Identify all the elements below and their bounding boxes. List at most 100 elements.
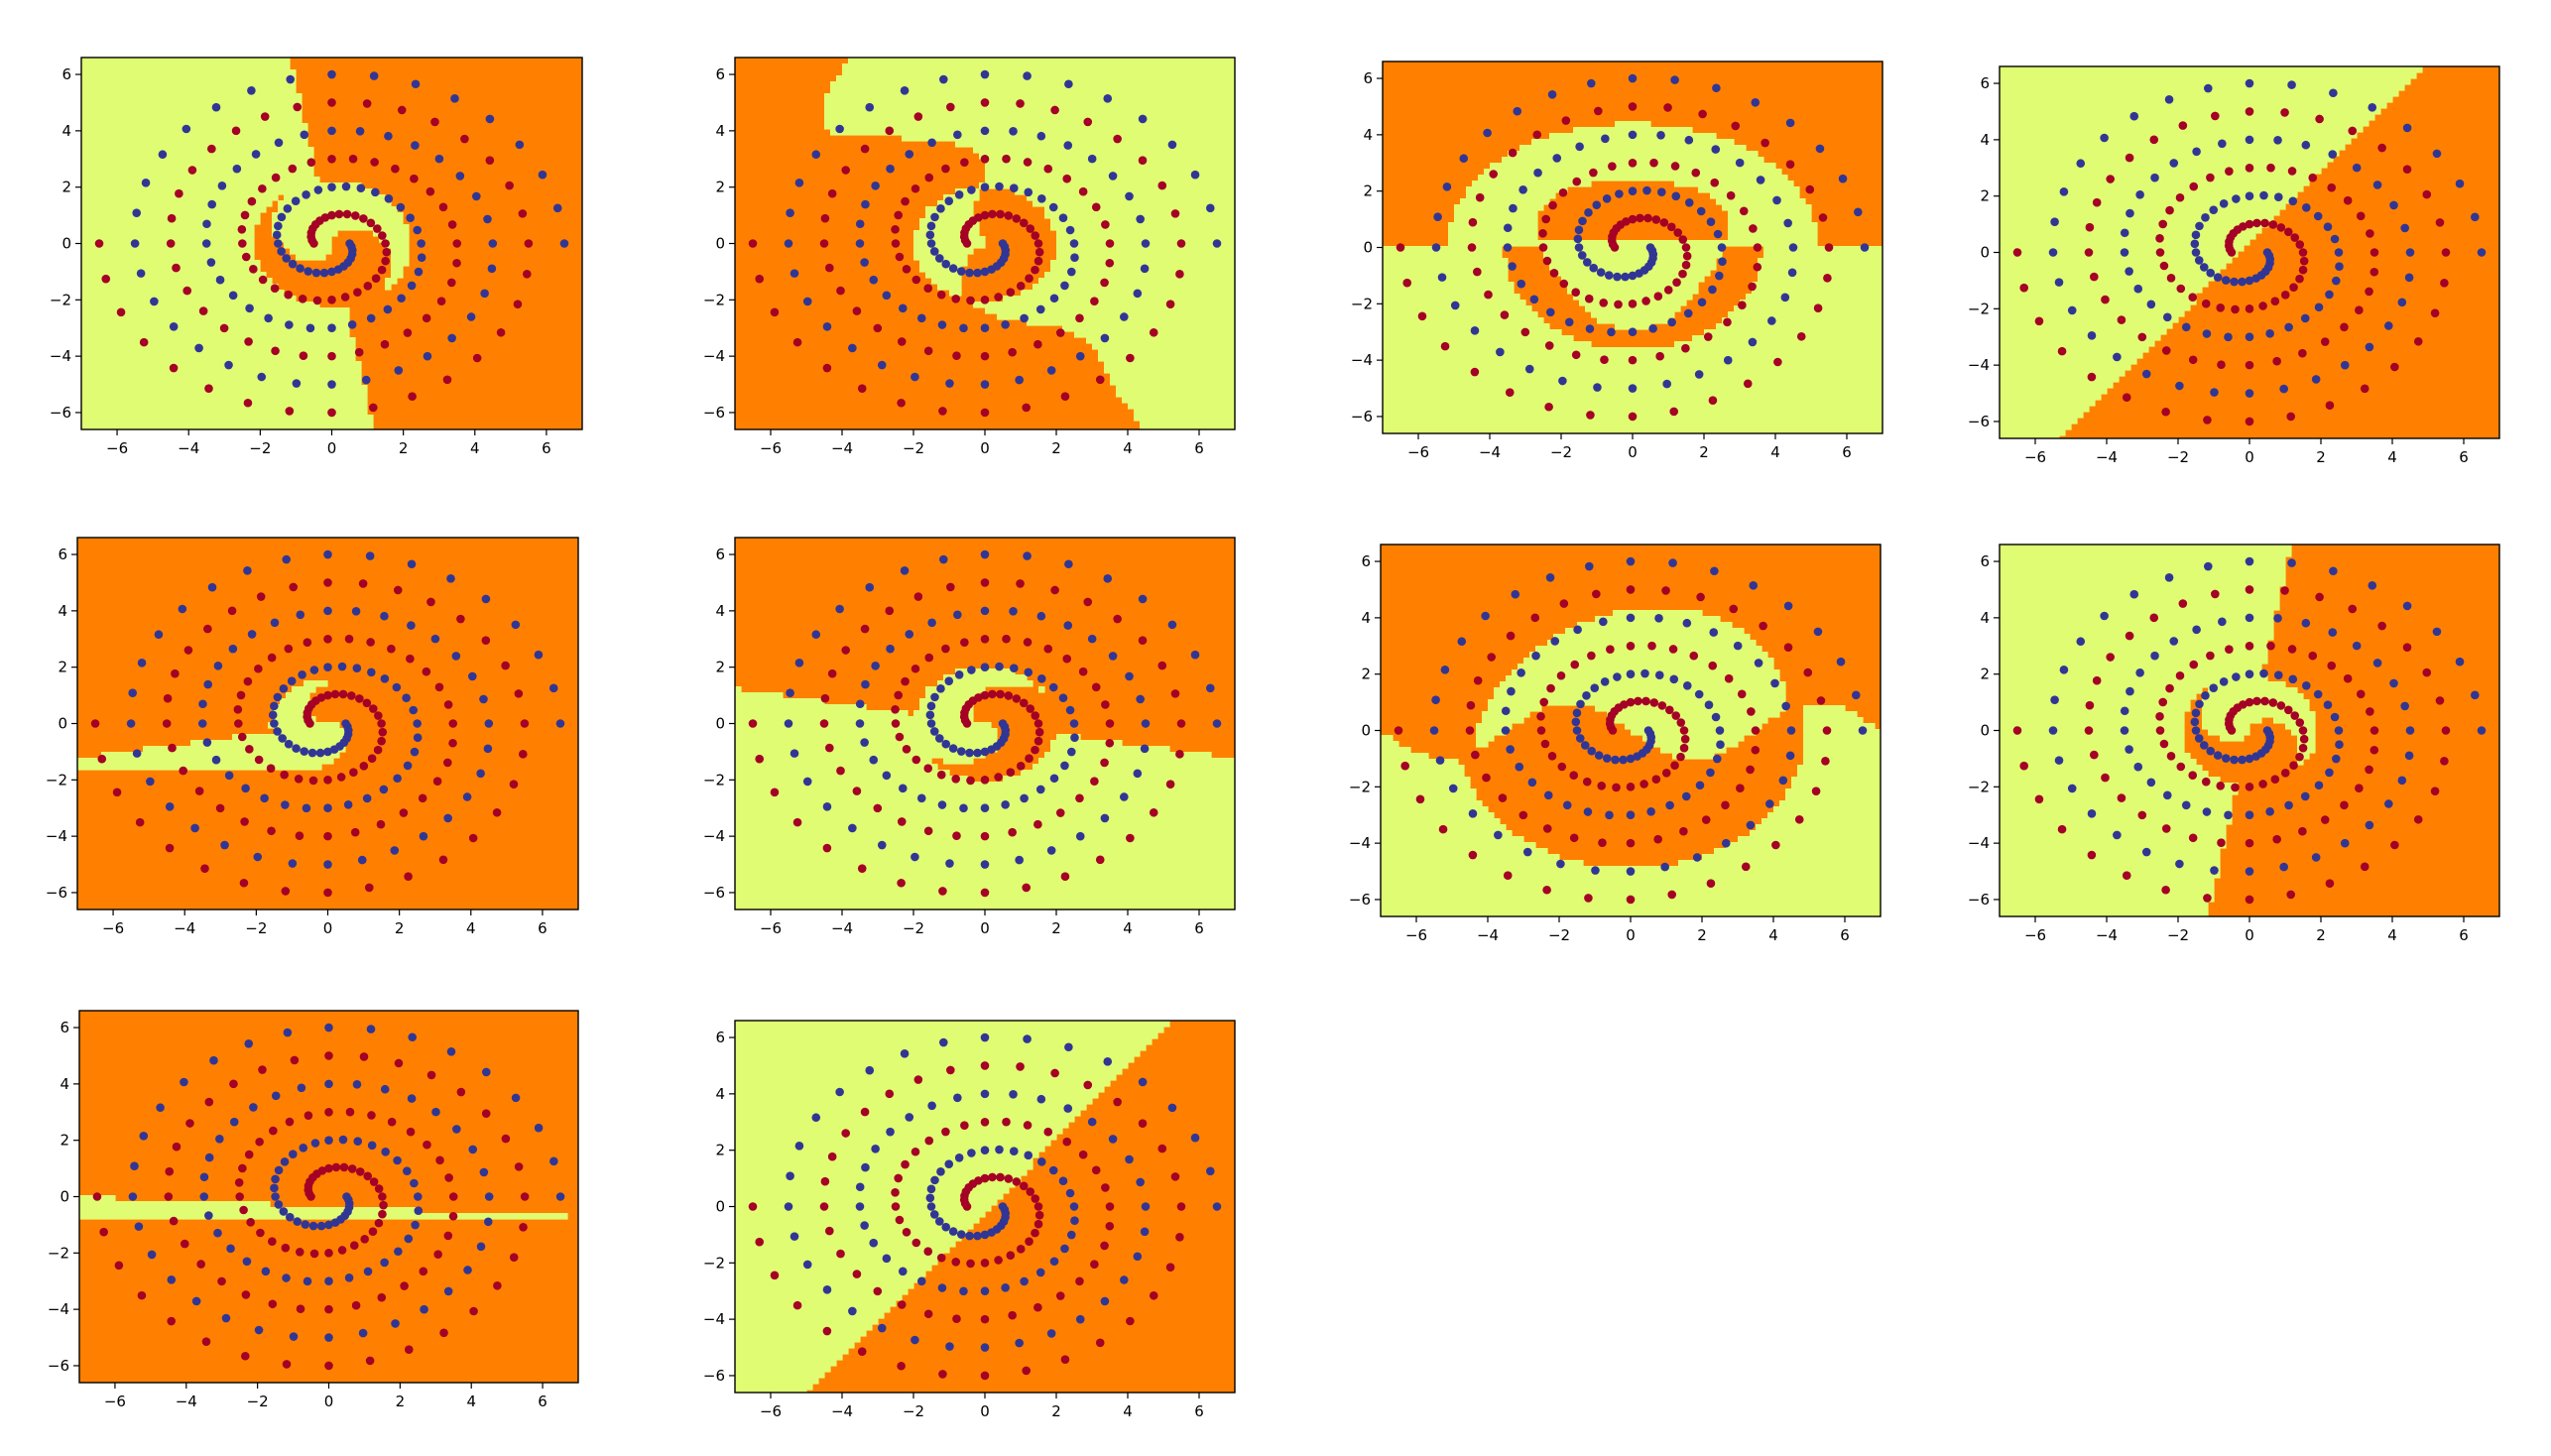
point-class-b: [1031, 745, 1039, 755]
point-class-a: [126, 719, 136, 728]
point-class-a: [1713, 229, 1723, 239]
point-class-a: [916, 313, 926, 323]
point-class-a: [2232, 672, 2241, 681]
point-class-b: [505, 181, 514, 190]
region-cell: [2000, 406, 2090, 413]
point-class-b: [1101, 700, 1110, 709]
point-class-a: [1120, 792, 1129, 801]
point-class-a: [1048, 1165, 1058, 1175]
point-class-a: [1713, 754, 1722, 764]
point-class-b: [1175, 1233, 1184, 1242]
point-class-b: [1105, 1202, 1115, 1211]
region-cell: [1752, 282, 1883, 289]
point-class-a: [1058, 693, 1068, 702]
region-cell: [2000, 896, 2215, 903]
region-cell: [2000, 263, 2227, 270]
point-class-b: [1101, 1183, 1110, 1192]
point-class-b: [2272, 356, 2281, 366]
point-class-a: [926, 239, 936, 248]
point-class-a: [877, 360, 887, 370]
point-class-a: [980, 1032, 990, 1042]
point-class-a: [1756, 176, 1765, 184]
point-class-a: [2279, 862, 2288, 872]
region-cell: [2000, 616, 2274, 623]
point-class-b: [1667, 890, 1677, 900]
point-class-a: [479, 1167, 489, 1177]
region-cell: [81, 69, 297, 76]
scatter-points: [1394, 556, 1868, 905]
point-class-a: [1069, 719, 1079, 728]
region-cell: [1383, 252, 1503, 259]
point-class-b: [369, 704, 378, 713]
point-class-b: [891, 704, 900, 714]
x-tick-label: 4: [1770, 443, 1780, 461]
point-class-b: [1083, 1080, 1093, 1090]
point-class-b: [2348, 604, 2358, 614]
point-class-b: [169, 363, 179, 373]
region-cell: [2202, 711, 2316, 718]
region-cell: [1674, 181, 1794, 187]
point-class-a: [794, 179, 804, 187]
point-class-a: [2300, 313, 2310, 323]
region-cell: [1476, 735, 1495, 742]
region-cell: [1128, 403, 1235, 410]
region-cell: [81, 165, 314, 172]
region-cell: [735, 1217, 980, 1224]
point-class-a: [2048, 248, 2058, 257]
point-class-b: [792, 1300, 802, 1310]
point-class-b: [1091, 682, 1101, 692]
point-class-b: [1813, 303, 1823, 312]
point-class-a: [877, 840, 887, 850]
point-class-a: [1572, 726, 1582, 735]
point-class-a: [2048, 726, 2058, 735]
point-class-b: [770, 1271, 780, 1280]
point-class-a: [1001, 320, 1010, 329]
point-class-b: [327, 98, 336, 107]
y-tick-label: 2: [715, 659, 725, 676]
point-class-a: [409, 705, 419, 715]
point-class-b: [2440, 279, 2449, 288]
region-cell: [735, 692, 784, 699]
point-class-a: [855, 219, 865, 229]
point-class-b: [2325, 879, 2335, 888]
region-cell: [735, 1122, 1069, 1129]
point-class-a: [559, 239, 569, 248]
point-class-a: [2352, 641, 2362, 651]
y-tick-label: −6: [50, 404, 71, 422]
point-class-a: [1167, 140, 1177, 150]
point-class-b: [435, 1155, 444, 1165]
point-class-b: [204, 1097, 214, 1107]
point-class-b: [836, 766, 845, 776]
region-cell: [2000, 806, 2233, 813]
point-class-b: [382, 247, 392, 257]
point-class-a: [1583, 807, 1593, 816]
region-cell: [1466, 192, 1556, 199]
point-class-b: [373, 745, 383, 755]
point-class-b: [1743, 379, 1753, 389]
point-class-b: [822, 363, 832, 373]
point-class-a: [822, 1285, 832, 1294]
point-class-b: [423, 1140, 431, 1150]
region-cell: [1140, 426, 1235, 429]
region-cell: [735, 1163, 1033, 1170]
point-class-b: [244, 1150, 254, 1159]
point-class-b: [841, 166, 850, 175]
point-class-a: [1517, 279, 1526, 289]
point-class-a: [811, 150, 821, 160]
point-class-a: [304, 267, 313, 276]
point-class-b: [2299, 734, 2309, 744]
point-class-b: [1438, 824, 1448, 834]
region-cell: [2000, 156, 2334, 163]
region-cell: [1044, 206, 1235, 213]
point-class-a: [790, 269, 799, 278]
point-class-a: [146, 777, 155, 787]
point-class-b: [1679, 726, 1689, 735]
point-class-b: [857, 384, 867, 393]
region-cell: [1738, 836, 1881, 843]
point-class-a: [2245, 810, 2254, 820]
point-class-a: [1494, 830, 1503, 840]
x-tick-label: −6: [106, 439, 128, 457]
point-class-b: [913, 1075, 923, 1084]
point-class-b: [1043, 164, 1053, 174]
point-class-a: [898, 303, 908, 313]
